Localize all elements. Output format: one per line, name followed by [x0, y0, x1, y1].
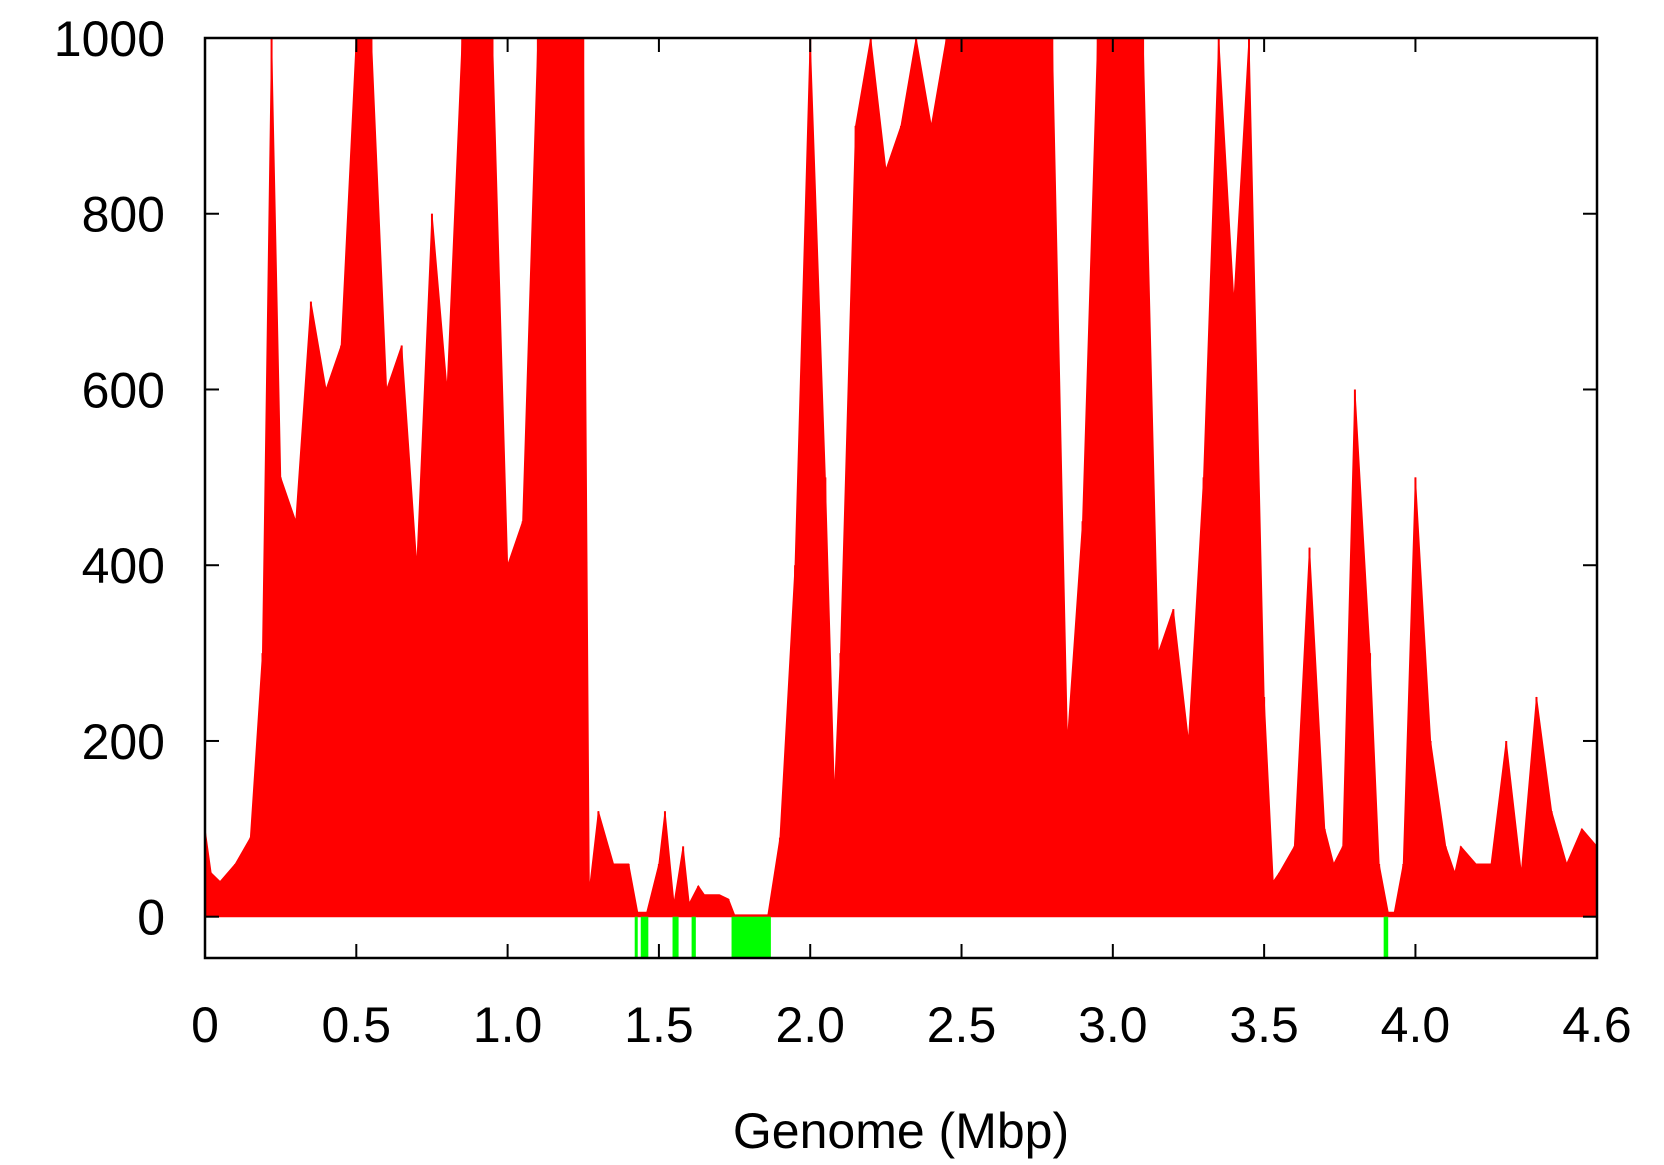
y-axis: 0 200 400 600 800 1000	[54, 11, 1597, 946]
y-tick-label: 400	[82, 538, 165, 594]
x-tick-label: 0.5	[322, 997, 392, 1053]
highlight-region	[731, 916, 771, 958]
y-tick-label: 200	[82, 714, 165, 770]
highlight-region	[672, 916, 679, 958]
x-tick-label: 3.5	[1229, 997, 1299, 1053]
x-tick-label: 0	[191, 997, 219, 1053]
x-axis-title: Genome (Mbp)	[733, 1103, 1069, 1159]
highlight-region	[1383, 916, 1389, 958]
highlight-region	[634, 916, 638, 958]
plot-area	[204, 37, 1598, 918]
y-tick-label: 1000	[54, 11, 165, 67]
x-tick-label: 2.0	[775, 997, 845, 1053]
x-axis: 0 0.5 1.0 1.5 2.0 2.5 3.0 3.5 4.0 4.6	[191, 38, 1632, 1053]
y-tick-label: 0	[137, 890, 165, 946]
highlight-regions	[634, 916, 1389, 958]
y-tick-label: 600	[82, 362, 165, 418]
x-tick-label: 4.0	[1381, 997, 1451, 1053]
x-tick-label: 1.5	[624, 997, 694, 1053]
x-tick-label: 3.0	[1078, 997, 1148, 1053]
highlight-region	[640, 916, 649, 958]
y-tick-label: 800	[82, 187, 165, 243]
x-tick-label: 4.6	[1562, 997, 1632, 1053]
plot-frame	[203, 36, 1599, 960]
x-tick-label: 2.5	[927, 997, 997, 1053]
highlight-region	[691, 916, 696, 958]
x-tick-label: 1.0	[473, 997, 543, 1053]
